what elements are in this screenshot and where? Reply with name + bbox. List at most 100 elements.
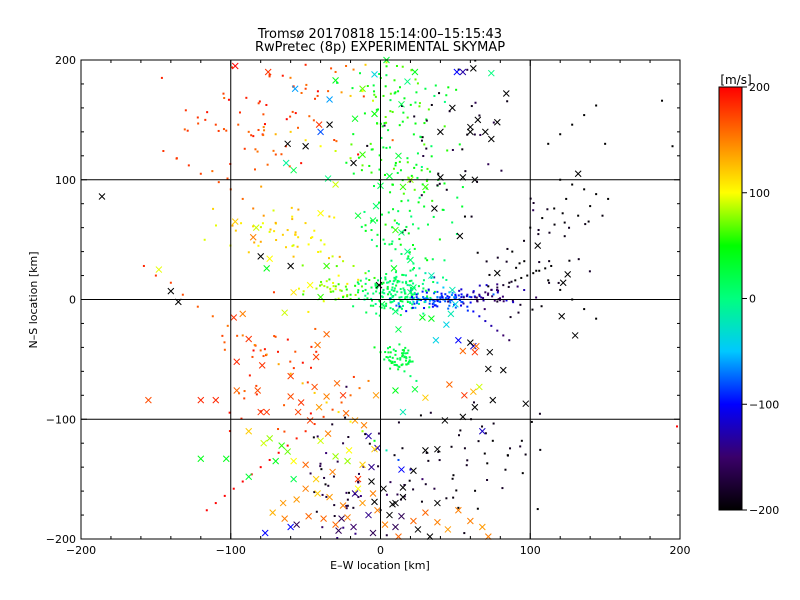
echo-dot xyxy=(382,238,385,241)
echo-dot xyxy=(366,85,369,88)
echo-dot xyxy=(373,93,376,96)
meteor-cross xyxy=(534,242,542,249)
echo-dot xyxy=(340,401,343,404)
echo-dot xyxy=(541,217,544,220)
meteor-cross xyxy=(466,123,474,131)
meteor-cross xyxy=(410,467,417,475)
echo-dot xyxy=(252,207,255,210)
echo-dot xyxy=(466,293,469,296)
echo-dot xyxy=(304,63,307,66)
meteor-cross xyxy=(315,403,323,411)
echo-dot xyxy=(571,123,574,126)
echo-dot xyxy=(352,68,355,71)
echo-dot xyxy=(288,165,291,168)
echo-dot xyxy=(461,186,464,189)
echo-dot xyxy=(444,300,447,303)
echo-dot xyxy=(360,169,363,172)
echo-dot xyxy=(532,272,535,275)
echo-dot xyxy=(416,82,419,85)
echo-dot xyxy=(354,293,357,296)
echo-dot xyxy=(409,180,412,183)
echo-dot xyxy=(445,497,448,500)
echo-dot xyxy=(319,465,322,468)
echo-dot xyxy=(446,149,449,152)
echo-dot xyxy=(294,350,297,353)
echo-dot xyxy=(466,309,469,312)
echo-dot xyxy=(217,181,220,184)
echo-dot xyxy=(311,236,314,239)
meteor-cross xyxy=(422,183,429,191)
echo-dot xyxy=(234,229,237,232)
echo-dot xyxy=(448,110,451,113)
echo-dot xyxy=(232,487,235,490)
echo-dot xyxy=(316,90,319,93)
meteor-cross xyxy=(326,493,333,501)
echo-dot xyxy=(433,94,436,97)
meteor-cross xyxy=(332,77,339,84)
echo-dot xyxy=(304,222,307,225)
echo-dot xyxy=(347,436,350,439)
echo-dot xyxy=(393,363,396,366)
echo-dot xyxy=(272,209,275,212)
echo-dot xyxy=(417,302,420,305)
echo-dot xyxy=(400,296,403,299)
meteor-cross xyxy=(263,265,271,272)
echo-dot xyxy=(375,108,378,111)
echo-dot xyxy=(199,172,202,175)
meteor-cross xyxy=(324,175,332,182)
echo-dot xyxy=(289,130,292,133)
echo-dot xyxy=(315,287,318,290)
echo-dot xyxy=(269,228,272,231)
echo-dot xyxy=(390,362,393,365)
echo-dot xyxy=(332,290,335,293)
echo-dot xyxy=(241,197,244,200)
meteor-cross xyxy=(461,391,468,399)
echo-dot xyxy=(515,266,518,269)
echo-dot xyxy=(424,272,427,275)
echo-dot xyxy=(327,484,330,487)
echo-dot xyxy=(333,216,336,219)
echo-dot xyxy=(363,112,366,115)
echo-dot xyxy=(301,361,304,364)
echo-dot xyxy=(389,280,392,283)
echo-dot xyxy=(404,297,407,300)
meteor-cross xyxy=(381,521,389,528)
echo-dot xyxy=(361,164,364,167)
echo-dot xyxy=(509,447,512,450)
meteor-cross xyxy=(359,499,366,507)
echo-dot xyxy=(535,296,538,299)
echo-dot xyxy=(447,86,450,89)
echo-dot xyxy=(423,122,426,125)
echo-dot xyxy=(268,75,271,78)
echo-dot xyxy=(373,346,376,349)
echo-dot xyxy=(492,293,495,296)
echo-dot xyxy=(397,210,400,213)
echo-dot xyxy=(397,421,400,424)
echo-dot xyxy=(196,116,199,119)
meteor-cross xyxy=(314,490,321,497)
meteor-cross xyxy=(294,408,302,416)
echo-dot xyxy=(344,416,347,419)
echo-dot xyxy=(407,255,410,258)
meteor-cross xyxy=(281,309,289,317)
echo-dot xyxy=(485,260,488,263)
echo-dot xyxy=(240,222,243,225)
echo-dot xyxy=(415,296,418,299)
echo-dot xyxy=(391,282,394,285)
echo-dot xyxy=(478,295,481,298)
echo-dot xyxy=(380,306,383,309)
echo-dot xyxy=(428,302,431,305)
echo-dot xyxy=(374,282,377,285)
meteor-cross xyxy=(432,336,440,344)
echo-dot xyxy=(438,459,441,462)
echo-dot xyxy=(403,290,406,293)
echo-dot xyxy=(351,87,354,90)
echo-dot xyxy=(492,121,495,124)
echo-dot xyxy=(304,139,307,142)
echo-dot xyxy=(381,125,384,128)
echo-dot xyxy=(352,133,355,136)
echo-dot xyxy=(243,390,246,393)
echo-dot xyxy=(394,248,397,251)
echo-dot xyxy=(406,116,409,119)
